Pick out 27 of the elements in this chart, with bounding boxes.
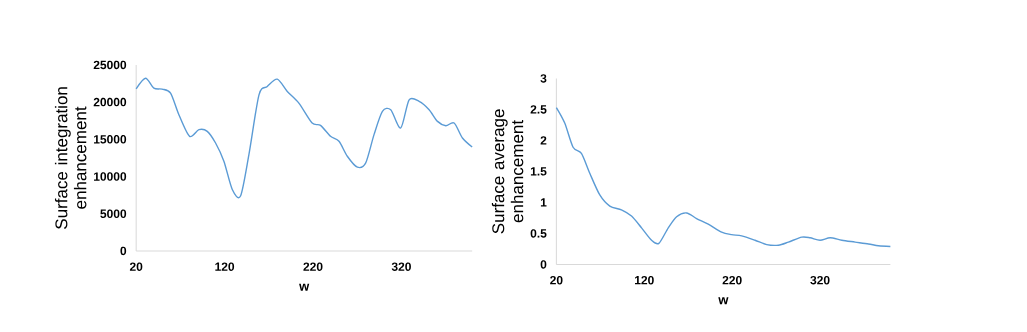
y-tick-label: 0 bbox=[540, 260, 547, 269]
x-axis-title: w bbox=[299, 283, 310, 291]
y-tick-label: 25000 bbox=[93, 60, 127, 70]
x-tick-label: 120 bbox=[635, 275, 654, 285]
x-tick-label: 20 bbox=[550, 275, 563, 285]
x-axis-title: w bbox=[718, 297, 729, 305]
x-tick-label: 120 bbox=[215, 262, 235, 271]
line-series bbox=[555, 106, 892, 248]
y-tick-label: 10000 bbox=[94, 172, 127, 181]
y-tick-label: 1.5 bbox=[530, 167, 547, 176]
y-tick-label: 20000 bbox=[93, 97, 127, 107]
x-tick-label: 220 bbox=[722, 275, 742, 285]
y-tick-label: 0.5 bbox=[530, 229, 547, 238]
y-tick-label: 1 bbox=[540, 198, 547, 207]
x-tick-label: 320 bbox=[391, 262, 411, 271]
y-tick-label: 0 bbox=[120, 246, 127, 256]
x-tick-label: 20 bbox=[129, 262, 143, 271]
x-tick-label: 220 bbox=[303, 262, 323, 271]
y-tick-label: 3 bbox=[540, 74, 547, 83]
y-axis-title: Surface integration enhancement bbox=[54, 87, 87, 229]
x-tick-label: 320 bbox=[810, 275, 830, 285]
y-tick-label: 5000 bbox=[100, 209, 127, 218]
y-tick-label: 2.5 bbox=[530, 105, 547, 114]
y-tick-label: 2 bbox=[540, 136, 547, 145]
y-tick-label: 15000 bbox=[94, 135, 127, 144]
y-axis-title: Surface average enhancement bbox=[491, 109, 524, 234]
line-series bbox=[135, 77, 473, 198]
